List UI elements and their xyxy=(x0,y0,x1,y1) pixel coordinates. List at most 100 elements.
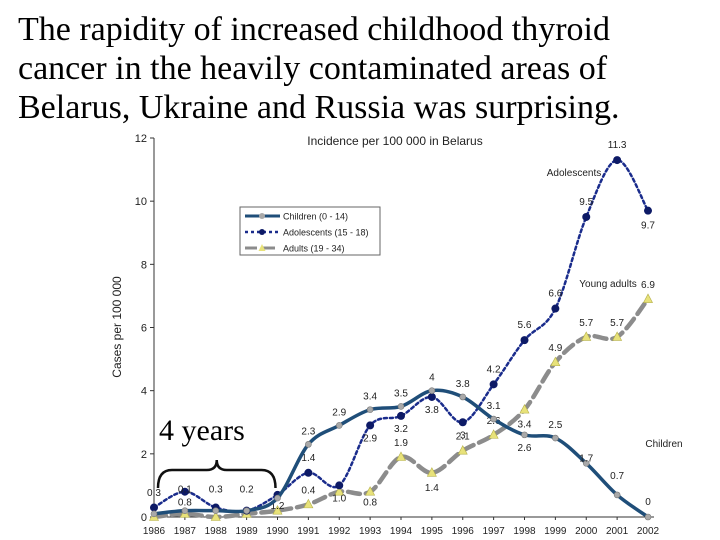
y-tick-label: 12 xyxy=(135,133,147,145)
data-point-marker xyxy=(457,445,468,455)
data-point-marker xyxy=(427,392,436,401)
data-label: 0.4 xyxy=(301,485,315,496)
x-tick-label: 2002 xyxy=(637,526,660,537)
data-label: 1.7 xyxy=(579,453,593,464)
data-label: 0.3 xyxy=(209,485,223,496)
data-label: 3.4 xyxy=(518,420,532,431)
data-label: 2.3 xyxy=(301,426,315,437)
data-point-marker xyxy=(272,505,283,515)
data-label: 1.4 xyxy=(425,483,439,494)
x-tick-label: 1992 xyxy=(328,526,351,537)
data-label: 0.2 xyxy=(240,485,254,496)
data-label: 5.7 xyxy=(610,318,624,329)
x-tick-label: 1993 xyxy=(359,526,382,537)
data-point-marker xyxy=(426,467,437,477)
data-point-marker xyxy=(551,304,560,313)
data-label: 4.9 xyxy=(548,343,562,354)
x-tick-label: 1999 xyxy=(544,526,567,537)
data-label: 3.2 xyxy=(394,424,408,435)
data-label: 1.9 xyxy=(394,438,408,449)
x-tick-label: 1990 xyxy=(266,526,289,537)
data-point-marker xyxy=(519,403,530,414)
data-point-marker xyxy=(520,336,529,345)
data-point-marker xyxy=(490,415,497,423)
data-label: 3.5 xyxy=(394,388,408,399)
slide-title-line-1: The rapidity of increased childhood thyr… xyxy=(18,11,610,48)
data-point-marker xyxy=(304,468,313,477)
legend: Children (0 - 14) Adolescents (15 - 18) Ad… xyxy=(239,206,381,256)
data-point-marker xyxy=(612,331,623,341)
slide-title: The rapidity of increased childhood thyr… xyxy=(18,10,708,127)
data-label: 9.7 xyxy=(641,221,655,232)
x-tick-label: 1991 xyxy=(297,526,320,537)
data-point-marker xyxy=(274,494,281,502)
x-tick-label: 2000 xyxy=(575,526,598,537)
data-label: 3.1 xyxy=(487,401,501,412)
data-point-marker xyxy=(305,441,312,448)
data-point-marker xyxy=(335,422,343,429)
data-label: 2.6 xyxy=(518,443,532,454)
data-label: 3.8 xyxy=(425,405,439,416)
data-point-marker xyxy=(428,387,436,394)
data-label: 3 xyxy=(460,430,466,441)
data-point-marker xyxy=(459,393,467,401)
data-label: 6.9 xyxy=(641,280,655,291)
data-point-marker xyxy=(643,293,653,303)
data-label: 2.9 xyxy=(363,433,377,444)
legend-marker xyxy=(258,244,266,251)
y-tick-label: 4 xyxy=(141,386,147,398)
data-point-marker xyxy=(488,429,499,439)
data-label: 3.4 xyxy=(363,392,377,403)
data-label: 2.1 xyxy=(456,432,470,443)
data-point-marker xyxy=(180,487,189,496)
slide-title-line-2: cancer in the heavily contaminated areas… xyxy=(18,50,608,87)
data-label: 9.5 xyxy=(579,197,593,208)
x-tick-label: 1995 xyxy=(421,526,444,537)
data-point-marker xyxy=(334,486,345,496)
four-years-bracket xyxy=(156,459,277,489)
x-tick-label: 1986 xyxy=(143,526,166,537)
x-tick-label: 1998 xyxy=(513,526,536,537)
x-tick-label: 1987 xyxy=(174,526,197,537)
series-solid: 0.3 0.1 0.3 0.2 2.3 2.9 3.4 3.5 4 3.8 3.1 2.6 2.5 1.7… xyxy=(147,373,652,521)
x-tick-label: 2001 xyxy=(606,526,629,537)
four-years-annotation-label: 4 years xyxy=(156,414,248,448)
data-label: 0 xyxy=(645,497,651,508)
x-tick-label: 1994 xyxy=(390,526,413,537)
legend-label: Adults (19 - 34) xyxy=(283,244,345,254)
data-label: 2.9 xyxy=(332,407,346,418)
data-point-marker xyxy=(582,460,590,467)
data-point-marker xyxy=(581,331,592,341)
data-label: 1.2 xyxy=(271,501,285,512)
data-point-marker xyxy=(366,406,374,413)
data-point-marker xyxy=(458,418,467,427)
data-point-marker xyxy=(644,206,652,215)
data-point-marker xyxy=(150,510,158,518)
x-tick-label: 1997 xyxy=(483,526,506,537)
data-label: 3.8 xyxy=(456,379,470,390)
data-point-marker xyxy=(397,411,405,420)
data-label: 0.8 xyxy=(363,498,377,509)
y-axis-title: Cases per 100 000 xyxy=(110,276,124,378)
legend-marker xyxy=(259,229,265,235)
series-end-label: Children xyxy=(645,439,682,450)
data-label: 4.2 xyxy=(487,364,501,375)
data-point-marker xyxy=(210,511,221,521)
data-point-marker xyxy=(521,431,528,439)
data-label: 0.1 xyxy=(178,485,192,496)
chart-title: Incidence per 100 000 in Belarus xyxy=(307,134,482,148)
slide-title-line-3: Belarus, Ukraine and Russia was surprisi… xyxy=(18,89,620,126)
data-label: 1.0 xyxy=(332,493,346,504)
data-point-marker xyxy=(489,380,498,389)
legend-label: Children (0 - 14) xyxy=(283,212,348,222)
series-end-label: Adolescents xyxy=(547,168,601,179)
y-tick-label: 10 xyxy=(135,196,147,208)
series-end-label: Young adults xyxy=(579,279,636,290)
data-label: 0.7 xyxy=(610,471,624,482)
y-tick-label: 2 xyxy=(141,449,147,461)
y-tick-label: 6 xyxy=(141,323,147,335)
legend-label: Adolescents (15 - 18) xyxy=(283,228,369,238)
data-point-marker xyxy=(613,156,622,165)
series-dashed: 0.4 0.8 1.9 1.4 2.1 2.6 3.4 4.9 5.7 5.7 6.9 xyxy=(149,280,655,521)
